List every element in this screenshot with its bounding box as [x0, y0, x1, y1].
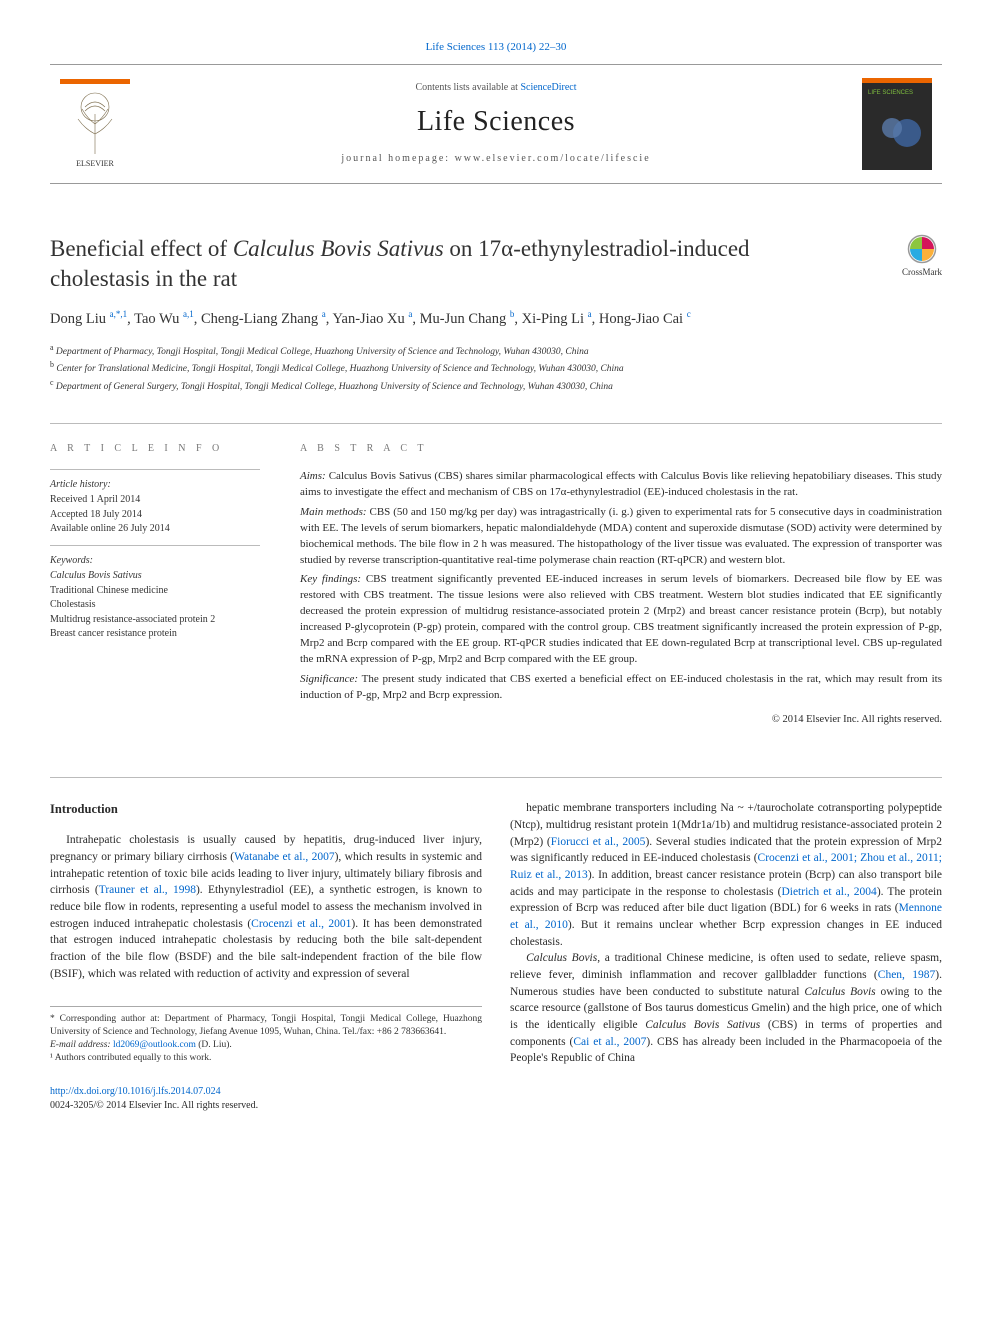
affiliations: a Department of Pharmacy, Tongji Hospita… [50, 342, 942, 396]
body-col-left: Introduction Intrahepatic cholestasis is… [50, 800, 482, 1067]
abstract-heading: A B S T R A C T [300, 442, 942, 457]
article-info-heading: A R T I C L E I N F O [50, 442, 260, 457]
intro-para-2: hepatic membrane transporters including … [510, 800, 942, 950]
intro-para-1: Intrahepatic cholestasis is usually caus… [50, 832, 482, 982]
article-title: Beneficial effect of Calculus Bovis Sati… [50, 234, 800, 294]
page-footer: http://dx.doi.org/10.1016/j.lfs.2014.07.… [50, 1085, 942, 1114]
corresponding-email-link[interactable]: ld2069@outlook.com [113, 1040, 196, 1050]
doi-link[interactable]: http://dx.doi.org/10.1016/j.lfs.2014.07.… [50, 1085, 942, 1100]
journal-cover-thumb: LIFE SCIENCES [852, 65, 942, 183]
abstract-copyright: © 2014 Elsevier Inc. All rights reserved… [300, 712, 942, 727]
abstract-panel: A B S T R A C T Aims: Calculus Bovis Sat… [300, 442, 942, 727]
crossmark-icon [907, 234, 937, 264]
issn-copyright: 0024-3205/© 2014 Elsevier Inc. All right… [50, 1099, 942, 1114]
crossmark-label: CrossMark [902, 266, 942, 279]
svg-text:LIFE SCIENCES: LIFE SCIENCES [868, 90, 913, 96]
publisher-logo: ELSEVIER [50, 65, 140, 183]
svg-text:ELSEVIER: ELSEVIER [76, 159, 114, 168]
crossmark-button[interactable]: CrossMark [902, 234, 942, 279]
author-list: Dong Liu a,*,1, Tao Wu a,1, Cheng-Liang … [50, 308, 942, 330]
footnotes: * Corresponding author at: Department of… [50, 1006, 482, 1064]
sciencedirect-link[interactable]: ScienceDirect [520, 82, 576, 93]
intro-para-3: Calculus Bovis, a traditional Chinese me… [510, 950, 942, 1067]
journal-citation: Life Sciences 113 (2014) 22–30 [50, 40, 942, 56]
article-info-panel: A R T I C L E I N F O Article history: R… [50, 442, 260, 727]
journal-homepage: journal homepage: www.elsevier.com/locat… [140, 152, 852, 167]
intro-heading: Introduction [50, 800, 482, 818]
elsevier-tree-icon: ELSEVIER [60, 79, 130, 169]
journal-name: Life Sciences [140, 102, 852, 143]
journal-header: ELSEVIER Contents lists available at Sci… [50, 64, 942, 184]
contents-available-line: Contents lists available at ScienceDirec… [140, 81, 852, 96]
body-col-right: hepatic membrane transporters including … [510, 800, 942, 1067]
